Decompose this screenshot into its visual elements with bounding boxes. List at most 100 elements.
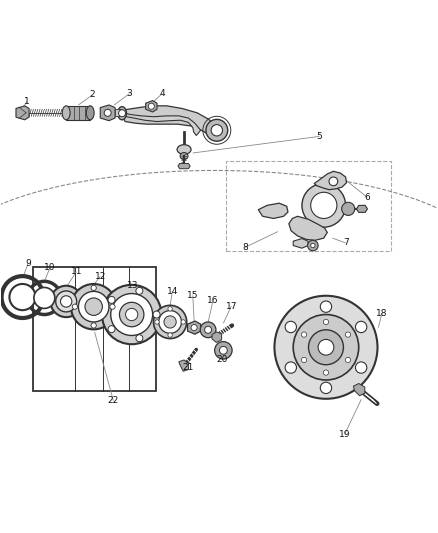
Circle shape [211, 125, 223, 136]
Text: 15: 15 [187, 291, 198, 300]
Circle shape [293, 314, 359, 380]
Circle shape [219, 346, 227, 354]
Circle shape [345, 332, 350, 337]
Polygon shape [357, 205, 367, 212]
Text: 16: 16 [207, 296, 219, 305]
Polygon shape [179, 360, 188, 372]
Circle shape [311, 244, 315, 248]
Text: 3: 3 [127, 89, 132, 98]
Polygon shape [187, 321, 201, 334]
Circle shape [285, 362, 297, 373]
Polygon shape [115, 109, 122, 116]
Text: 18: 18 [376, 309, 388, 318]
Circle shape [110, 304, 115, 309]
Text: 21: 21 [182, 364, 193, 372]
Polygon shape [212, 332, 222, 343]
Circle shape [168, 333, 172, 337]
Polygon shape [178, 164, 190, 169]
Text: 19: 19 [339, 430, 350, 439]
Text: 9: 9 [25, 259, 31, 268]
Circle shape [108, 296, 115, 303]
Circle shape [50, 286, 82, 317]
Text: 6: 6 [364, 193, 370, 202]
Circle shape [320, 382, 332, 393]
Circle shape [120, 302, 144, 327]
Circle shape [301, 332, 307, 337]
Circle shape [307, 240, 318, 251]
Text: 20: 20 [217, 356, 228, 365]
Circle shape [308, 330, 343, 365]
Circle shape [342, 203, 355, 215]
Circle shape [78, 292, 109, 322]
Text: 12: 12 [95, 272, 106, 281]
Polygon shape [122, 106, 219, 140]
Circle shape [329, 177, 338, 185]
Circle shape [136, 287, 143, 294]
Circle shape [34, 287, 55, 309]
Circle shape [275, 296, 378, 399]
Circle shape [205, 326, 212, 333]
Circle shape [104, 109, 111, 116]
Polygon shape [122, 113, 201, 135]
Text: 13: 13 [127, 281, 139, 290]
Polygon shape [146, 101, 157, 112]
Circle shape [356, 362, 367, 373]
Circle shape [168, 306, 172, 311]
Text: 7: 7 [343, 238, 349, 247]
Text: 11: 11 [71, 267, 82, 276]
Circle shape [318, 340, 334, 355]
Circle shape [111, 294, 152, 335]
Text: 22: 22 [108, 396, 119, 405]
Polygon shape [314, 171, 346, 190]
Text: 1: 1 [24, 97, 30, 106]
Ellipse shape [180, 152, 188, 159]
Circle shape [72, 304, 78, 309]
Circle shape [153, 305, 187, 338]
Text: 8: 8 [242, 243, 248, 252]
Polygon shape [289, 216, 327, 240]
Circle shape [119, 110, 126, 117]
Circle shape [71, 284, 117, 329]
Circle shape [153, 311, 160, 318]
Circle shape [215, 342, 232, 359]
Text: 5: 5 [317, 132, 322, 141]
Ellipse shape [118, 107, 127, 120]
Circle shape [323, 370, 328, 375]
Circle shape [126, 309, 138, 321]
Ellipse shape [86, 106, 94, 120]
Circle shape [136, 335, 143, 342]
Circle shape [302, 183, 346, 227]
Text: 14: 14 [166, 287, 178, 296]
Circle shape [285, 321, 297, 333]
Polygon shape [353, 384, 365, 395]
Circle shape [91, 323, 96, 328]
Polygon shape [100, 105, 115, 120]
Text: 2: 2 [89, 91, 95, 100]
Polygon shape [66, 106, 90, 120]
Circle shape [108, 326, 115, 333]
Circle shape [206, 119, 228, 141]
Ellipse shape [62, 106, 70, 120]
Circle shape [323, 319, 328, 325]
Polygon shape [16, 106, 29, 120]
Circle shape [301, 357, 307, 362]
Text: 10: 10 [44, 263, 56, 272]
Circle shape [311, 192, 337, 219]
Circle shape [159, 311, 181, 333]
Circle shape [10, 284, 35, 310]
Ellipse shape [177, 144, 191, 154]
Circle shape [191, 325, 197, 330]
Circle shape [102, 285, 161, 344]
Circle shape [60, 296, 72, 307]
Circle shape [91, 285, 96, 290]
Circle shape [200, 322, 216, 338]
Circle shape [56, 291, 77, 312]
Circle shape [345, 357, 350, 362]
Polygon shape [293, 239, 308, 248]
Circle shape [148, 103, 154, 109]
Circle shape [320, 301, 332, 312]
Circle shape [181, 320, 185, 324]
Circle shape [164, 316, 176, 328]
Polygon shape [258, 203, 288, 219]
Circle shape [85, 298, 102, 316]
